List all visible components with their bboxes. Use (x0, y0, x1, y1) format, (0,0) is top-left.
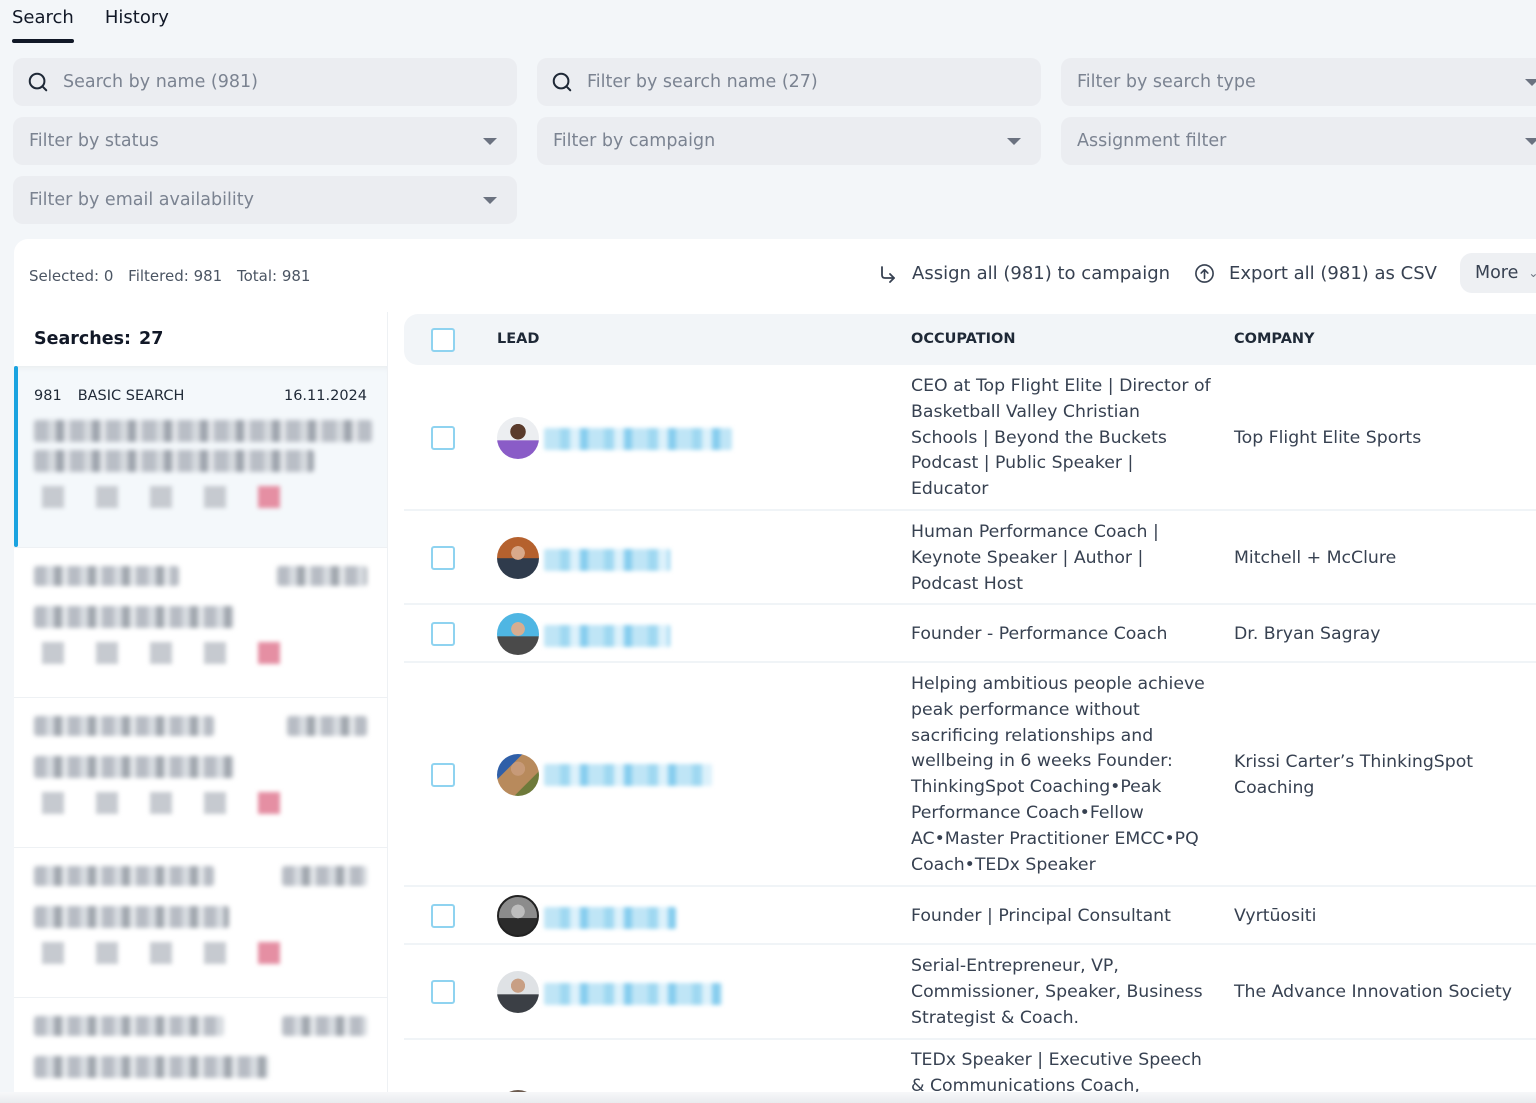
search-icon (552, 72, 572, 92)
occupation-cell: Founder | Principal Consultant (911, 906, 1171, 926)
row-checkbox[interactable] (431, 622, 455, 646)
upload-circle-icon (1195, 264, 1214, 283)
column-lead[interactable]: LEAD (497, 331, 540, 347)
filter-campaign-placeholder: Filter by campaign (553, 131, 716, 151)
occupation-cell: Human Performance Coach | Keynote Speake… (911, 522, 1159, 594)
redacted-lead-name[interactable] (544, 764, 712, 786)
table-row[interactable]: CEO at Top Flight Elite | Director of Ba… (404, 366, 1536, 511)
search-date: 16.11.2024 (283, 388, 367, 404)
assignment-filter-placeholder: Assignment filter (1077, 131, 1227, 151)
avatar (497, 537, 539, 579)
caret-down-icon (1525, 138, 1536, 145)
searches-title: Searches: (34, 329, 132, 349)
filter-search-name-input[interactable]: Filter by search name (27) (537, 58, 1041, 106)
total-count: Total: 981 (236, 267, 311, 285)
redacted-tags (34, 942, 367, 964)
filter-search-type-placeholder: Filter by search type (1077, 72, 1256, 92)
avatar (497, 971, 539, 1013)
tab-search[interactable]: Search (12, 0, 74, 44)
row-checkbox[interactable] (431, 980, 455, 1004)
table-header: LEAD OCCUPATION COMPANY (404, 314, 1536, 365)
row-checkbox[interactable] (431, 426, 455, 450)
filter-search-name-placeholder: Filter by search name (27) (587, 72, 818, 92)
filter-status-select[interactable]: Filter by status (13, 117, 517, 165)
redacted-lead-name[interactable] (544, 428, 732, 450)
company-cell: Top Flight Elite Sports (1234, 428, 1422, 448)
occupation-cell: Founder - Performance Coach (911, 624, 1168, 644)
redacted-tags (34, 792, 367, 814)
redacted-search-name (34, 420, 372, 442)
assignment-filter-select[interactable]: Assignment filter (1061, 117, 1536, 165)
redacted-lead-name[interactable] (544, 983, 722, 1005)
table-row[interactable]: Serial-Entrepreneur, VP, Commissioner, S… (404, 945, 1536, 1040)
filter-email-availability-select[interactable]: Filter by email availability (13, 176, 517, 224)
redacted-search-name (34, 450, 314, 472)
search-item[interactable] (14, 548, 387, 698)
row-checkbox[interactable] (431, 904, 455, 928)
redacted-lead-name[interactable] (544, 625, 670, 647)
avatar (497, 417, 539, 459)
company-cell: The Advance Innovation Society (1234, 982, 1512, 1002)
table-row[interactable]: Founder | Principal Consultant Vyrtūosit… (404, 887, 1536, 945)
table-row[interactable]: Founder - Performance Coach Dr. Bryan Sa… (404, 605, 1536, 663)
tab-bar: Search History (12, 0, 169, 44)
selected-count: Selected: 0 (29, 267, 114, 285)
row-checkbox[interactable] (431, 546, 455, 570)
column-occupation[interactable]: OCCUPATION (911, 331, 1016, 347)
more-button[interactable]: More ⌄ (1460, 253, 1536, 293)
search-icon (28, 72, 48, 92)
company-cell: Dr. Bryan Sagray (1234, 624, 1381, 644)
occupation-cell: Helping ambitious people achieve peak pe… (911, 674, 1205, 875)
searches-count: 27 (139, 329, 164, 349)
table-row[interactable]: Helping ambitious people achieve peak pe… (404, 663, 1536, 887)
filter-status-placeholder: Filter by status (29, 131, 159, 151)
company-cell: Krissi Carter’s ThinkingSpot Coaching (1234, 752, 1474, 798)
chevron-down-icon: ⌄ (1528, 266, 1536, 280)
export-csv-label: Export all (981) as CSV (1229, 263, 1437, 284)
filtered-count: Filtered: 981 (128, 267, 223, 285)
table-row[interactable]: TEDx Speaker | Executive Speech & Commun… (404, 1040, 1536, 1103)
searches-sidebar: Searches: 27 981 BASIC SEARCH 16.11.2024 (14, 312, 388, 1103)
row-checkbox[interactable] (431, 763, 455, 787)
search-result-count: 981 (34, 388, 62, 404)
company-cell: Mitchell + McClure (1234, 548, 1397, 568)
filter-campaign-select[interactable]: Filter by campaign (537, 117, 1041, 165)
scroll-fade (0, 1092, 1536, 1103)
tab-history[interactable]: History (104, 7, 169, 28)
redacted-tags (34, 486, 367, 508)
search-type: BASIC SEARCH (77, 388, 185, 404)
redacted-lead-name[interactable] (544, 549, 670, 571)
search-item[interactable] (14, 998, 387, 1103)
avatar (497, 754, 539, 796)
filter-search-type-select[interactable]: Filter by search type (1061, 58, 1536, 106)
assign-all-button[interactable]: Assign all (981) to campaign (878, 263, 1170, 284)
avatar (497, 613, 539, 655)
caret-down-icon (483, 138, 497, 145)
export-csv-button[interactable]: Export all (981) as CSV (1194, 263, 1437, 284)
redacted-tags (34, 642, 367, 664)
search-item[interactable] (14, 698, 387, 848)
search-item[interactable] (14, 848, 387, 998)
occupation-cell: CEO at Top Flight Elite | Director of Ba… (911, 376, 1211, 500)
occupation-cell: Serial-Entrepreneur, VP, Commissioner, S… (911, 956, 1203, 1028)
assign-all-label: Assign all (981) to campaign (912, 263, 1171, 284)
searches-heading: Searches: 27 (14, 312, 387, 366)
table-row[interactable]: Human Performance Coach | Keynote Speake… (404, 511, 1536, 605)
caret-down-icon (483, 197, 497, 204)
selection-counts: Selected: 0 Filtered: 981 Total: 981 (29, 267, 320, 285)
occupation-cell: TEDx Speaker | Executive Speech & Commun… (911, 1050, 1202, 1096)
search-by-name-placeholder: Search by name (981) (63, 72, 258, 92)
filter-email-placeholder: Filter by email availability (29, 190, 254, 210)
more-label: More (1475, 263, 1519, 283)
search-by-name-input[interactable]: Search by name (981) (13, 58, 517, 106)
company-cell: Vyrtūositi (1234, 906, 1317, 926)
caret-down-icon (1007, 138, 1021, 145)
redacted-lead-name[interactable] (544, 907, 676, 929)
arrow-turn-right-icon (881, 265, 895, 283)
select-all-checkbox[interactable] (431, 328, 455, 352)
caret-down-icon (1525, 79, 1536, 86)
column-company[interactable]: COMPANY (1234, 331, 1315, 347)
search-item-active[interactable]: 981 BASIC SEARCH 16.11.2024 (14, 366, 387, 548)
avatar (497, 895, 539, 937)
